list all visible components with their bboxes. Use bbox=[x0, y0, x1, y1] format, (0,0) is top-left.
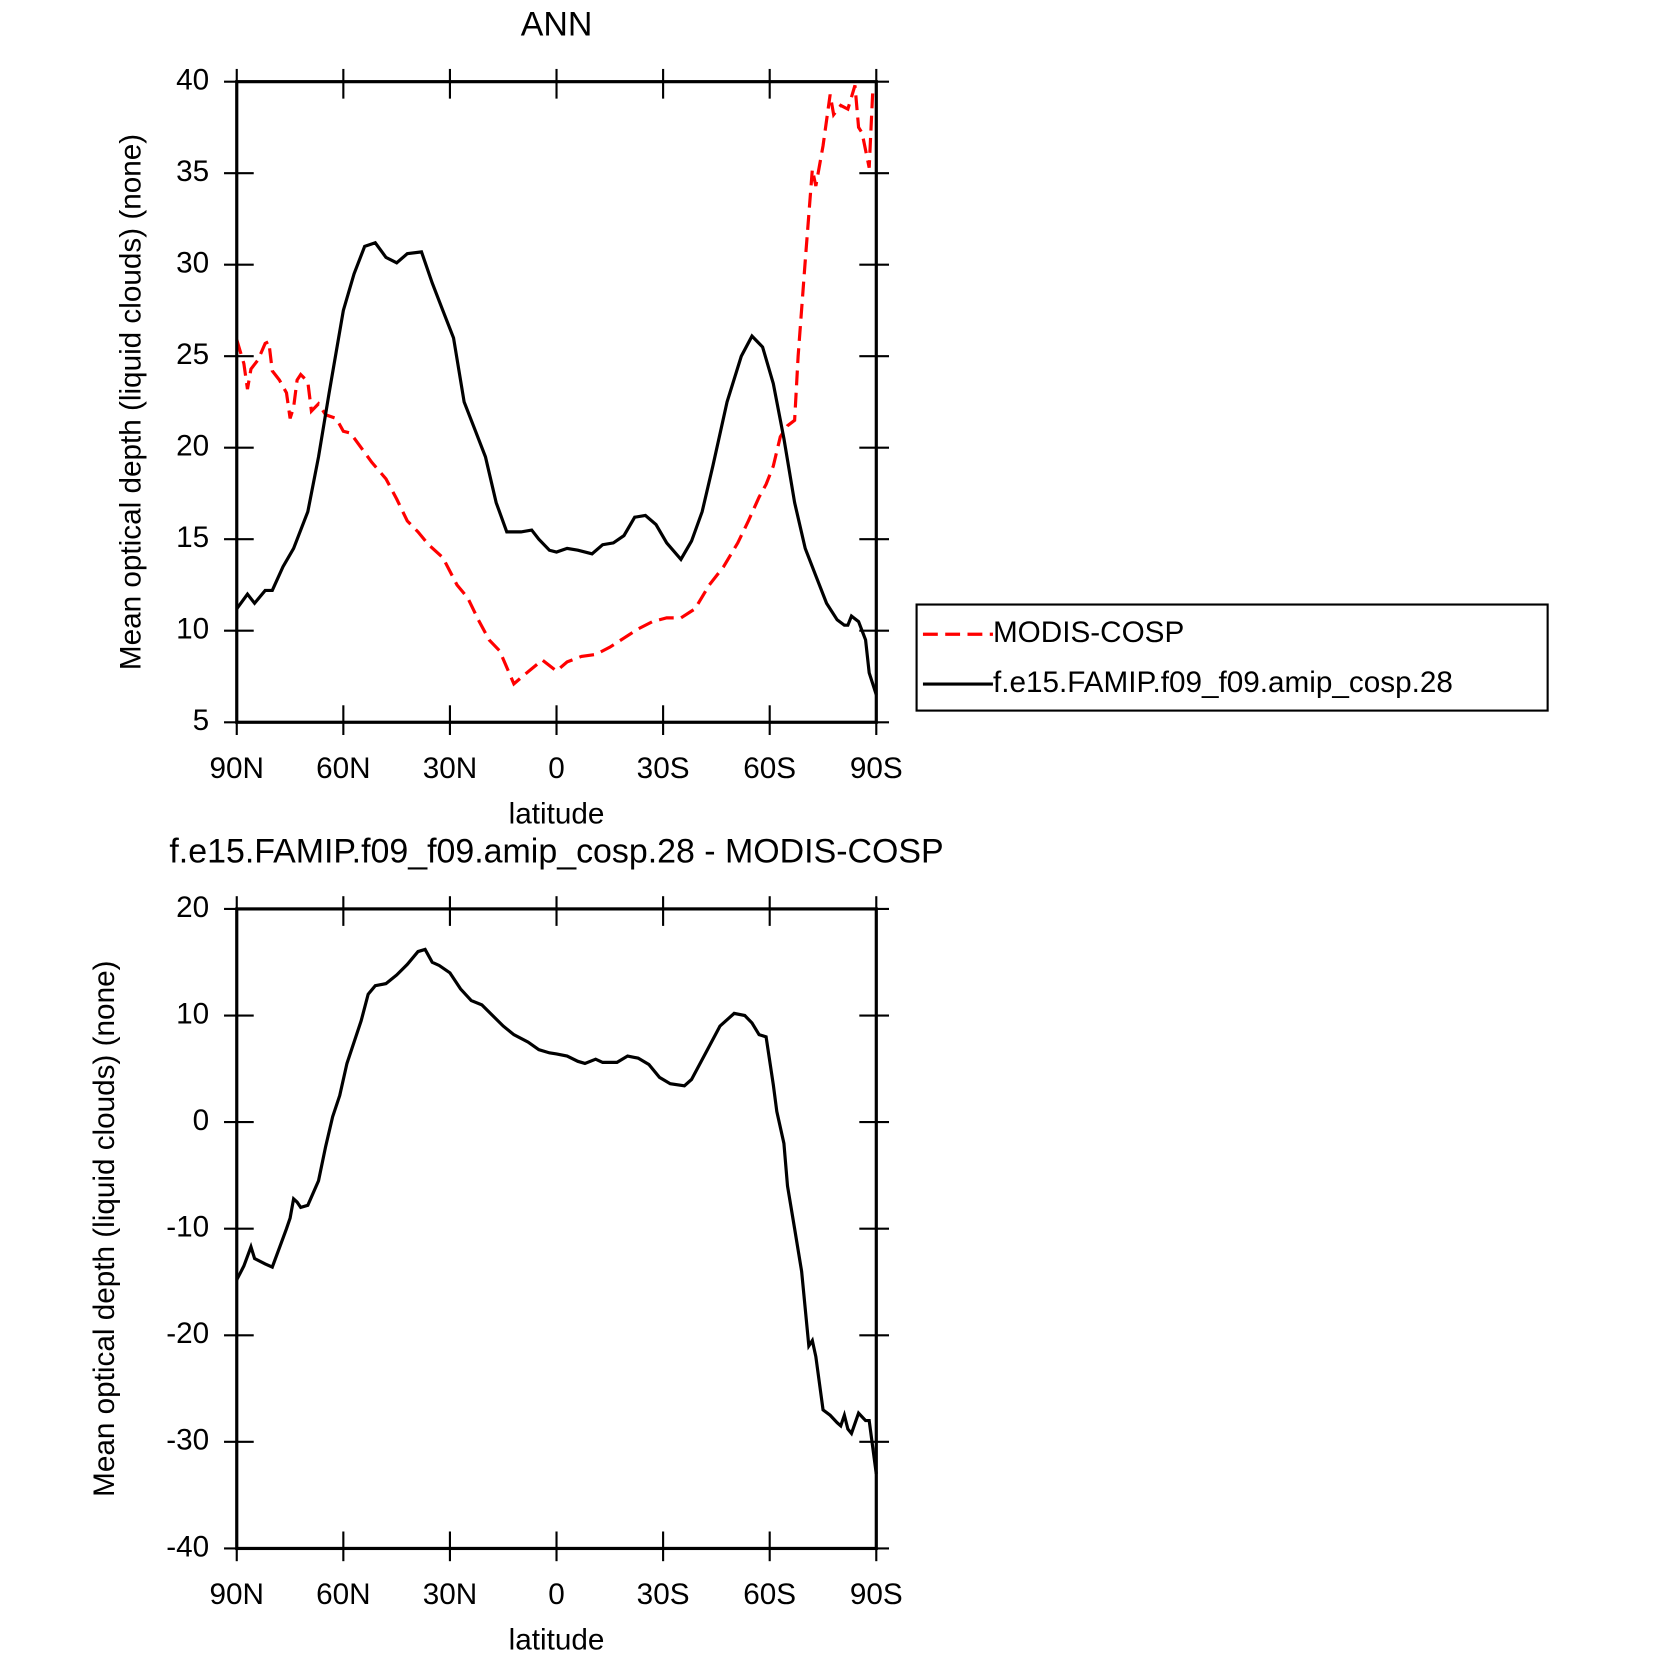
y-tick-label: 10 bbox=[176, 997, 209, 1030]
y-tick-label: 15 bbox=[176, 521, 209, 554]
y-tick-label: -10 bbox=[166, 1211, 209, 1244]
data-line bbox=[235, 240, 878, 696]
legend-label: f.e15.FAMIP.f09_f09.amip_cosp.28 bbox=[993, 666, 1453, 699]
x-tick-label: 90N bbox=[210, 752, 264, 785]
x-tick-label: 60S bbox=[743, 752, 796, 785]
y-axis-label: Mean optical depth (liquid clouds) (none… bbox=[88, 961, 121, 1497]
x-tick-label: 30S bbox=[637, 752, 690, 785]
x-axis-label: latitude bbox=[509, 797, 605, 830]
data-line bbox=[235, 84, 877, 687]
chart-title: ANN bbox=[521, 5, 593, 43]
y-tick-label: 5 bbox=[193, 704, 210, 737]
x-tick-label: 30S bbox=[637, 1578, 690, 1611]
x-tick-label: 90S bbox=[850, 1578, 903, 1611]
x-tick-label: 30N bbox=[423, 752, 477, 785]
x-tick-label: 60S bbox=[743, 1578, 796, 1611]
x-tick-label: 0 bbox=[548, 752, 565, 785]
x-axis-label: latitude bbox=[509, 1624, 605, 1657]
chart-title: f.e15.FAMIP.f09_f09.amip_cosp.28 - MODIS… bbox=[169, 833, 943, 871]
y-tick-label: 40 bbox=[176, 64, 209, 97]
legend-box bbox=[915, 603, 1549, 712]
x-tick-label: 60N bbox=[316, 752, 370, 785]
y-tick-label: 20 bbox=[176, 430, 209, 463]
x-tick-label: 0 bbox=[548, 1578, 565, 1611]
y-tick-label: 35 bbox=[176, 155, 209, 188]
y-tick-label: -30 bbox=[166, 1424, 209, 1457]
y-tick-label: 20 bbox=[176, 891, 209, 924]
y-tick-label: 0 bbox=[193, 1104, 210, 1137]
y-tick-label: 25 bbox=[176, 338, 209, 371]
plot-frame bbox=[235, 907, 878, 1551]
y-tick-label: -20 bbox=[166, 1317, 209, 1350]
y-tick-label: 30 bbox=[176, 247, 209, 280]
x-tick-label: 30N bbox=[423, 1578, 477, 1611]
y-axis-label: Mean optical depth (liquid clouds) (none… bbox=[115, 134, 148, 670]
y-tick-label: -40 bbox=[166, 1530, 209, 1563]
data-line bbox=[235, 947, 878, 1475]
x-tick-label: 90N bbox=[210, 1578, 264, 1611]
y-tick-label: 10 bbox=[176, 613, 209, 646]
x-tick-label: 60N bbox=[316, 1578, 370, 1611]
legend-label: MODIS-COSP bbox=[993, 616, 1184, 649]
plot-frame bbox=[235, 80, 878, 724]
x-tick-label: 90S bbox=[850, 752, 903, 785]
